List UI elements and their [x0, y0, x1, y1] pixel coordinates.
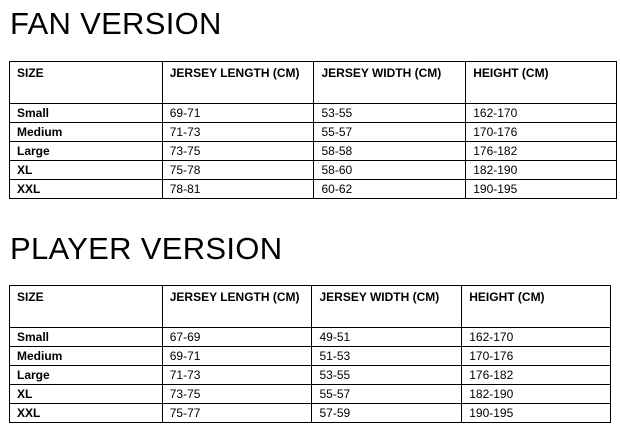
value-cell: 51-53 [311, 346, 463, 366]
value-cell: 53-55 [313, 103, 467, 123]
player-version-title: PLAYER VERSION [10, 231, 283, 266]
table-row: XL 75-78 58-60 182-190 [9, 160, 617, 180]
column-header: SIZE [9, 285, 163, 328]
value-cell: 58-60 [313, 160, 467, 180]
value-cell: 69-71 [161, 346, 313, 366]
table-row: Large 71-73 53-55 176-182 [9, 365, 611, 385]
column-header: JERSEY WIDTH (CM) [311, 285, 463, 328]
value-cell: 75-78 [161, 160, 315, 180]
size-cell: Small [9, 103, 163, 123]
value-cell: 49-51 [311, 327, 463, 347]
size-cell: XXL [9, 403, 163, 423]
table-row: Medium 69-71 51-53 170-176 [9, 346, 611, 366]
table-row: XL 73-75 55-57 182-190 [9, 384, 611, 404]
value-cell: 78-81 [161, 179, 315, 199]
fan-version-table: SIZE JERSEY LENGTH (CM) JERSEY WIDTH (CM) H… [9, 61, 617, 199]
value-cell: 162-170 [465, 103, 617, 123]
column-header: JERSEY WIDTH (CM) [313, 61, 467, 104]
table-row: XXL 75-77 57-59 190-195 [9, 403, 611, 423]
size-cell: XL [9, 160, 163, 180]
size-cell: Medium [9, 346, 163, 366]
value-cell: 60-62 [313, 179, 467, 199]
fan-version-title: FAN VERSION [10, 6, 222, 41]
table-row: Small 67-69 49-51 162-170 [9, 327, 611, 347]
size-cell: Small [9, 327, 163, 347]
column-header: SIZE [9, 61, 163, 104]
value-cell: 71-73 [161, 122, 315, 142]
player-version-table: SIZE JERSEY LENGTH (CM) JERSEY WIDTH (CM) H… [9, 285, 611, 423]
table-row: Small 69-71 53-55 162-170 [9, 103, 617, 123]
value-cell: 73-75 [161, 141, 315, 161]
value-cell: 162-170 [461, 327, 611, 347]
size-cell: Large [9, 141, 163, 161]
value-cell: 170-176 [461, 346, 611, 366]
header-row: SIZE JERSEY LENGTH (CM) JERSEY WIDTH (CM) H… [9, 61, 617, 104]
value-cell: 182-190 [461, 384, 611, 404]
value-cell: 176-182 [465, 141, 617, 161]
value-cell: 67-69 [161, 327, 313, 347]
table-row: XXL 78-81 60-62 190-195 [9, 179, 617, 199]
value-cell: 69-71 [161, 103, 315, 123]
value-cell: 55-57 [311, 384, 463, 404]
value-cell: 190-195 [461, 403, 611, 423]
value-cell: 182-190 [465, 160, 617, 180]
column-header: HEIGHT (CM) [461, 285, 611, 328]
header-row: SIZE JERSEY LENGTH (CM) JERSEY WIDTH (CM) H… [9, 285, 611, 328]
value-cell: 176-182 [461, 365, 611, 385]
size-cell: Large [9, 365, 163, 385]
size-cell: Medium [9, 122, 163, 142]
value-cell: 190-195 [465, 179, 617, 199]
value-cell: 55-57 [313, 122, 467, 142]
value-cell: 53-55 [311, 365, 463, 385]
size-cell: XXL [9, 179, 163, 199]
value-cell: 75-77 [161, 403, 313, 423]
size-cell: XL [9, 384, 163, 404]
value-cell: 73-75 [161, 384, 313, 404]
column-header: HEIGHT (CM) [465, 61, 617, 104]
table-row: Large 73-75 58-58 176-182 [9, 141, 617, 161]
value-cell: 58-58 [313, 141, 467, 161]
column-header: JERSEY LENGTH (CM) [161, 61, 315, 104]
value-cell: 170-176 [465, 122, 617, 142]
value-cell: 57-59 [311, 403, 463, 423]
value-cell: 71-73 [161, 365, 313, 385]
table-row: Medium 71-73 55-57 170-176 [9, 122, 617, 142]
column-header: JERSEY LENGTH (CM) [161, 285, 313, 328]
